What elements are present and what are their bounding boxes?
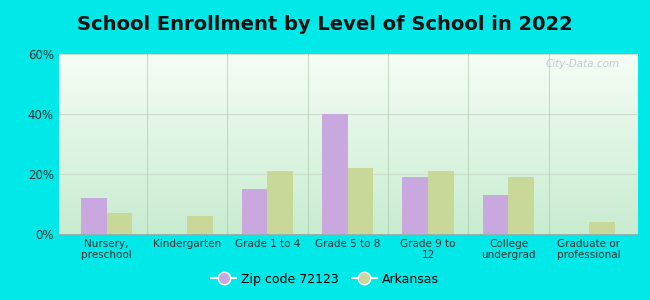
Bar [267,171,293,234]
Bar [322,114,348,234]
Bar [187,216,213,234]
Bar [81,198,107,234]
Bar [428,171,454,234]
Bar [348,168,374,234]
Bar [242,189,267,234]
Text: School Enrollment by Level of School in 2022: School Enrollment by Level of School in … [77,15,573,34]
Bar [107,213,133,234]
Bar [508,177,534,234]
Bar [483,195,508,234]
Text: City-Data.com: City-Data.com [545,59,619,69]
Bar [589,222,614,234]
Bar [402,177,428,234]
Legend: Zip code 72123, Arkansas: Zip code 72123, Arkansas [207,268,443,291]
